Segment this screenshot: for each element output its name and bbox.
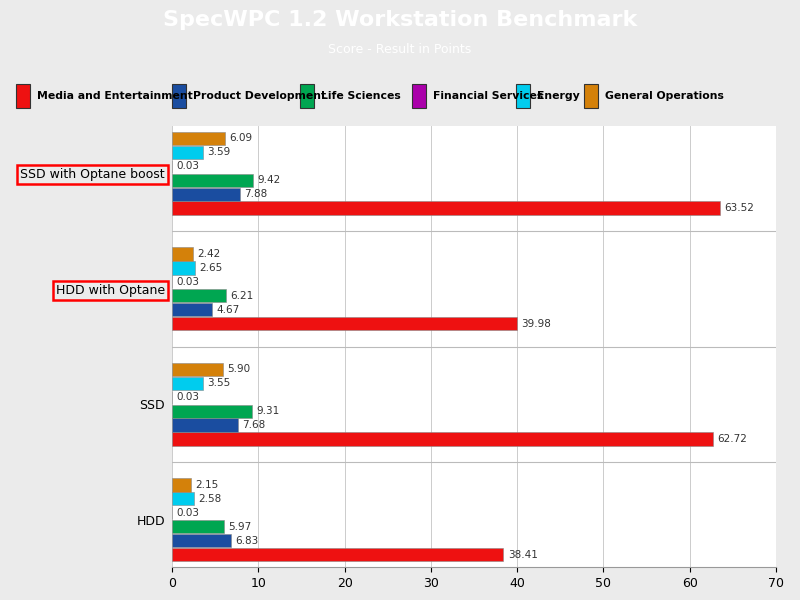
Bar bbox=[172, 520, 223, 533]
Text: 6.21: 6.21 bbox=[230, 291, 253, 301]
Text: Product Development: Product Development bbox=[193, 91, 326, 101]
Bar bbox=[16, 84, 30, 108]
Text: 7.68: 7.68 bbox=[242, 420, 266, 430]
Bar bbox=[172, 478, 190, 491]
Bar bbox=[172, 317, 517, 330]
Text: 9.31: 9.31 bbox=[257, 406, 280, 416]
Bar bbox=[172, 132, 225, 145]
Text: 2.58: 2.58 bbox=[198, 494, 222, 504]
Text: 7.88: 7.88 bbox=[244, 189, 267, 199]
Text: 2.65: 2.65 bbox=[199, 263, 222, 273]
Text: 2.15: 2.15 bbox=[195, 480, 218, 490]
Bar bbox=[172, 433, 713, 446]
Text: 2.42: 2.42 bbox=[197, 249, 221, 259]
Bar bbox=[172, 303, 212, 316]
Bar bbox=[172, 534, 231, 547]
Text: 39.98: 39.98 bbox=[522, 319, 551, 329]
Bar bbox=[172, 202, 720, 215]
Bar bbox=[172, 404, 252, 418]
Text: 62.72: 62.72 bbox=[718, 434, 747, 444]
Text: 38.41: 38.41 bbox=[508, 550, 538, 560]
Bar bbox=[172, 289, 226, 302]
Bar bbox=[172, 173, 254, 187]
Bar bbox=[172, 247, 193, 260]
Text: SpecWPC 1.2 Workstation Benchmark: SpecWPC 1.2 Workstation Benchmark bbox=[163, 10, 637, 30]
Text: Financial Services: Financial Services bbox=[433, 91, 543, 101]
Text: Energy: Energy bbox=[537, 91, 579, 101]
Text: 5.90: 5.90 bbox=[227, 364, 250, 374]
Text: 6.09: 6.09 bbox=[229, 133, 252, 143]
Bar bbox=[516, 84, 530, 108]
Bar bbox=[172, 146, 203, 159]
Bar bbox=[172, 418, 238, 432]
Text: Score - Result in Points: Score - Result in Points bbox=[328, 43, 472, 56]
Bar bbox=[172, 548, 503, 561]
Text: 0.03: 0.03 bbox=[177, 277, 199, 287]
Text: 5.97: 5.97 bbox=[228, 521, 251, 532]
Text: 9.42: 9.42 bbox=[258, 175, 281, 185]
Text: 3.59: 3.59 bbox=[207, 148, 230, 157]
Bar bbox=[172, 84, 186, 108]
Text: 6.83: 6.83 bbox=[235, 536, 258, 545]
Text: Media and Entertainment: Media and Entertainment bbox=[37, 91, 193, 101]
Text: Life Sciences: Life Sciences bbox=[321, 91, 401, 101]
Text: 0.03: 0.03 bbox=[177, 508, 199, 518]
Bar bbox=[172, 377, 202, 390]
Bar bbox=[584, 84, 598, 108]
Text: 3.55: 3.55 bbox=[207, 379, 230, 388]
Text: 63.52: 63.52 bbox=[725, 203, 754, 213]
Bar bbox=[172, 363, 223, 376]
Text: General Operations: General Operations bbox=[605, 91, 724, 101]
Bar bbox=[412, 84, 426, 108]
Bar bbox=[172, 188, 240, 201]
Text: 0.03: 0.03 bbox=[177, 392, 199, 402]
Text: 4.67: 4.67 bbox=[217, 305, 240, 314]
Bar bbox=[300, 84, 314, 108]
Bar bbox=[172, 261, 195, 275]
Text: 0.03: 0.03 bbox=[177, 161, 199, 172]
Bar bbox=[172, 492, 194, 505]
